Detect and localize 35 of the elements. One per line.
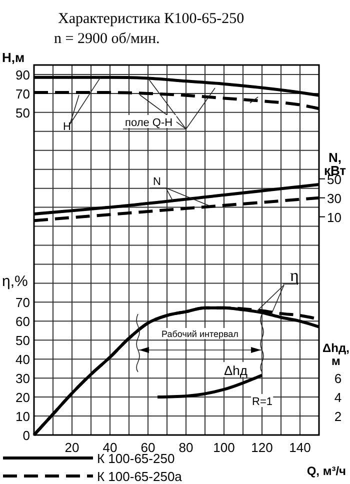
y-tick-label: 70 (16, 86, 30, 102)
annotation: Δhд (224, 363, 248, 378)
y-tick-label: 50 (16, 333, 30, 348)
y-tick-label: 10 (327, 210, 342, 225)
x-tick-label: 140 (289, 440, 311, 455)
y-tick-label: 20 (16, 390, 30, 406)
y-tick-label: 10 (16, 409, 30, 424)
y-axis-title: H,м (2, 50, 25, 65)
chart-subtitle: n = 2900 об/мин. (54, 31, 160, 47)
y-axis-title: η,% (2, 273, 28, 290)
annotation: поле Q-H (125, 117, 173, 129)
y-axis-title: Δhд, м (322, 341, 350, 368)
y-tick-label: 70 (16, 295, 30, 310)
y-tick-label: 50 (16, 105, 30, 120)
x-tick-label: 80 (178, 440, 194, 455)
y-tick-label: 30 (327, 190, 342, 206)
annotation: N (153, 176, 161, 188)
y-tick-label: 0 (22, 428, 30, 443)
annotation: H (63, 121, 71, 133)
x-tick-label: 120 (251, 440, 273, 455)
annotation: Рабочий интервал (162, 329, 238, 339)
chart-title: Характеристика К100-65-250 (58, 11, 244, 27)
annotation: η (290, 266, 299, 285)
y-tick-label: 4 (334, 390, 342, 406)
y-tick-label: 2 (334, 409, 342, 424)
x-tick-label: 100 (213, 440, 235, 455)
y-tick-label: 60 (16, 314, 30, 330)
y-tick-label: 90 (16, 67, 30, 82)
legend-label: К 100-65-250а (97, 469, 183, 484)
x-tick-label: 20 (64, 440, 80, 455)
y-tick-label: 30 (16, 371, 30, 386)
y-tick-label: 40 (16, 352, 30, 368)
x-axis-title: Q, м³/ч (306, 464, 346, 478)
annotation: R=1 (252, 396, 272, 408)
y-tick-label: 6 (334, 371, 342, 386)
